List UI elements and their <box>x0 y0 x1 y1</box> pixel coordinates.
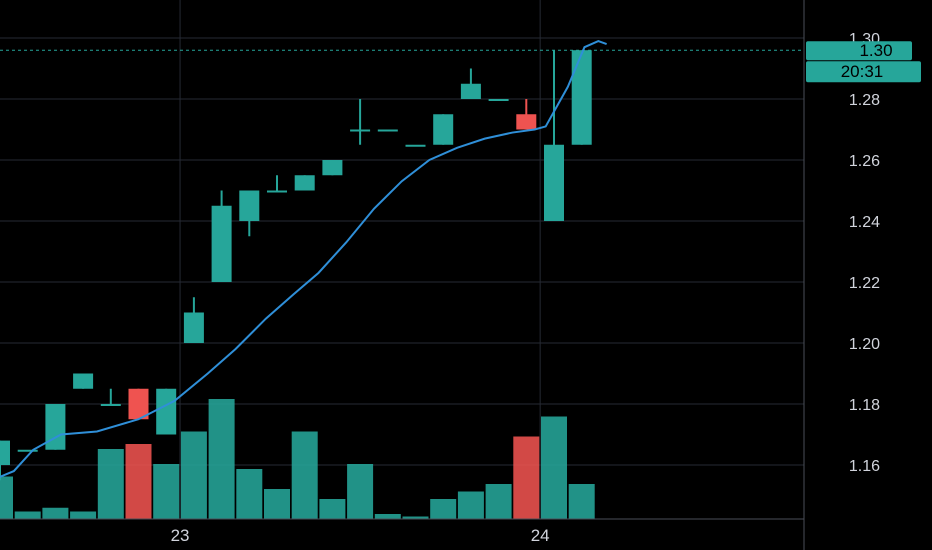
candle-body[interactable] <box>156 388 177 435</box>
volume-bar <box>125 444 152 519</box>
grid <box>0 0 804 519</box>
volume-bar <box>374 514 401 519</box>
candle-body[interactable] <box>433 114 454 145</box>
volume-bar <box>264 489 290 519</box>
candle-body[interactable] <box>405 144 426 147</box>
volume-bar <box>208 399 235 519</box>
candle-body[interactable] <box>571 50 592 145</box>
candle-body[interactable] <box>294 175 315 191</box>
price-tick-label: 1.28 <box>849 92 880 109</box>
candle-body[interactable] <box>0 440 10 465</box>
moving-average-line <box>0 39 607 478</box>
price-tick-label: 1.22 <box>849 275 880 292</box>
price-tick-label: 1.18 <box>849 397 880 414</box>
volume-bar <box>402 516 429 519</box>
candle-body[interactable] <box>322 160 343 176</box>
candle-body[interactable] <box>183 312 204 344</box>
volume-bar <box>0 476 13 519</box>
price-tick-label: 1.26 <box>849 153 880 170</box>
volume-bar <box>153 464 180 519</box>
volume-bar <box>70 511 97 519</box>
countdown-tag-box <box>806 61 921 83</box>
price-tick-label: 1.24 <box>849 214 880 231</box>
candle-body[interactable] <box>73 373 94 389</box>
volume-bar <box>347 464 374 519</box>
time-tick-label: 24 <box>531 526 550 545</box>
price-tick-label: 1.20 <box>849 336 880 353</box>
countdown-tag-value: 20:31 <box>841 62 884 81</box>
volume-bar <box>568 484 595 519</box>
candle-body[interactable] <box>377 129 398 132</box>
price-tag-box <box>806 41 912 61</box>
time-tick-label: 23 <box>171 526 190 545</box>
candle-body[interactable] <box>267 190 287 193</box>
volume-bar <box>291 431 318 519</box>
volume-bar <box>513 436 540 519</box>
volume-bar <box>42 507 69 519</box>
price-tag-value: 1.30 <box>859 41 892 60</box>
volume-bar <box>457 491 484 519</box>
candle-body[interactable] <box>544 144 564 221</box>
candle-body[interactable] <box>45 404 66 450</box>
candle-body[interactable] <box>211 205 232 282</box>
candle-body[interactable] <box>100 404 121 406</box>
volume-bar <box>97 449 124 519</box>
last-price-tag: 1.30 20:31 <box>806 41 921 83</box>
candle-body[interactable] <box>17 449 38 452</box>
volume-bar <box>236 469 263 519</box>
candle-body[interactable] <box>488 99 509 101</box>
volume-bar <box>541 416 567 519</box>
price-tick-label: 1.16 <box>849 458 880 475</box>
candle-body[interactable] <box>516 114 537 130</box>
candle-body[interactable] <box>128 388 149 420</box>
volume-bar <box>430 499 457 519</box>
volume-bar <box>14 511 41 519</box>
candle-body[interactable] <box>460 83 481 99</box>
candle-body[interactable] <box>239 190 260 222</box>
volume-bars <box>0 399 595 519</box>
moving-average <box>0 39 607 478</box>
candles[interactable] <box>0 50 592 481</box>
volume-bar <box>180 431 207 519</box>
volume-bar <box>319 499 346 519</box>
candle-body[interactable] <box>350 129 371 132</box>
volume-bar <box>485 484 512 519</box>
